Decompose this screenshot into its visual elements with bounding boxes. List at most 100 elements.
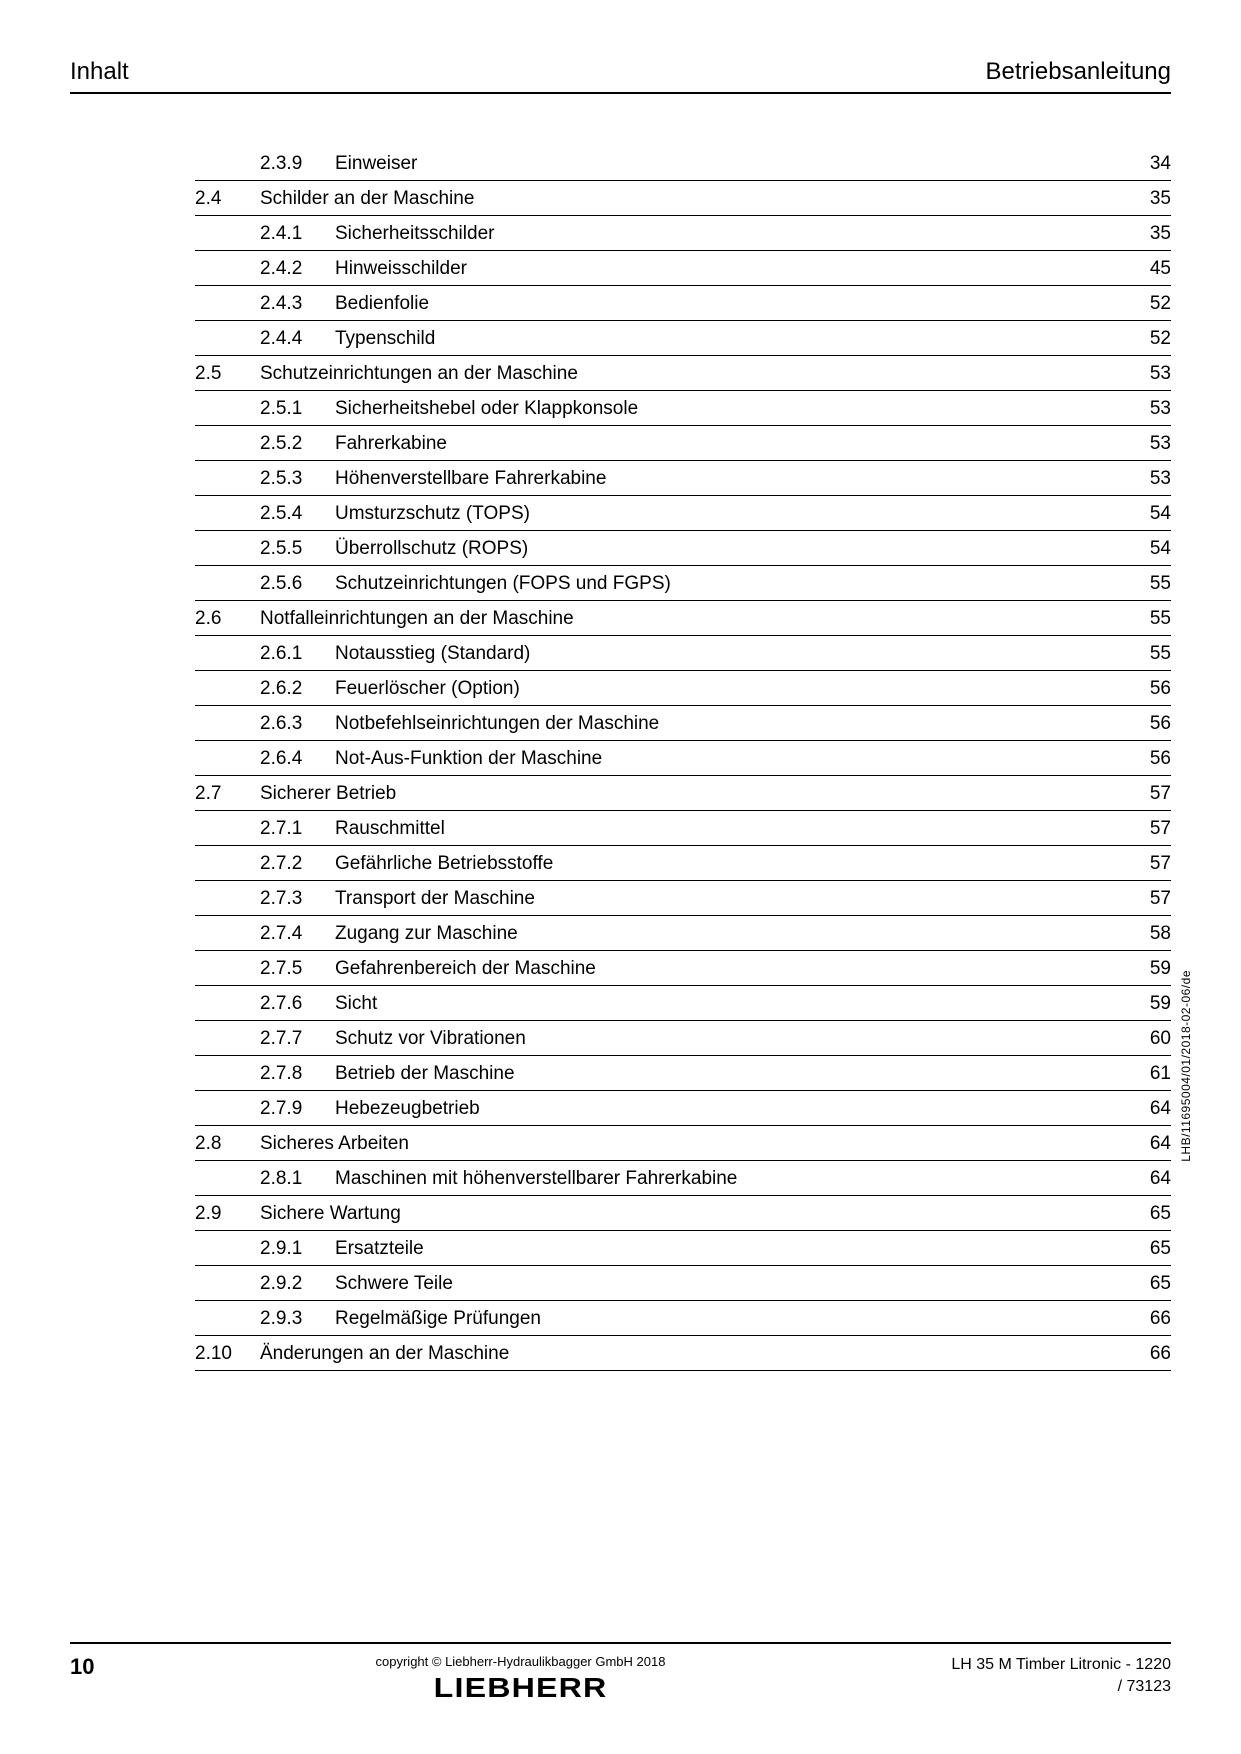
toc-subsection-number: 2.5.2: [260, 433, 335, 455]
toc-section-number: 2.5: [195, 363, 260, 385]
toc-page-number: 35: [1121, 188, 1171, 210]
toc-row: 2.5.5Überrollschutz (ROPS)54: [195, 531, 1171, 566]
model-line-2: / 73123: [891, 1676, 1171, 1698]
toc-page-number: 57: [1121, 888, 1171, 910]
toc-subsection-number: 2.5.4: [260, 503, 335, 525]
toc-title: Typenschild: [335, 328, 1121, 350]
toc-page-number: 52: [1121, 293, 1171, 315]
toc-page-number: 55: [1121, 573, 1171, 595]
toc-subsection-number: 2.7.8: [260, 1063, 335, 1085]
toc-title: Sicherheitsschilder: [335, 223, 1121, 245]
toc-subsection-number: 2.4.2: [260, 258, 335, 280]
toc-row: 2.6.4Not-Aus-Funktion der Maschine56: [195, 741, 1171, 776]
toc-row: 2.7.1Rauschmittel57: [195, 811, 1171, 846]
toc-subsection-number: 2.6.2: [260, 678, 335, 700]
toc-page-number: 53: [1121, 468, 1171, 490]
toc-title: Änderungen an der Maschine: [260, 1343, 1121, 1365]
brand-logo: LIEBHERR: [434, 1672, 608, 1704]
toc-subsection-number: 2.4.3: [260, 293, 335, 315]
toc-title: Sicherer Betrieb: [260, 783, 1121, 805]
toc-row: 2.5.4Umsturzschutz (TOPS)54: [195, 496, 1171, 531]
toc-row: 2.7.8Betrieb der Maschine61: [195, 1056, 1171, 1091]
toc-page-number: 52: [1121, 328, 1171, 350]
toc-page-number: 54: [1121, 503, 1171, 525]
toc-row: 2.7.5Gefahrenbereich der Maschine59: [195, 951, 1171, 986]
toc-row: 2.6Notfalleinrichtungen an der Maschine5…: [195, 601, 1171, 636]
toc-page-number: 66: [1121, 1308, 1171, 1330]
toc-row: 2.4.3Bedienfolie52: [195, 286, 1171, 321]
page-footer: 10 copyright © Liebherr-Hydraulikbagger …: [70, 1642, 1171, 1704]
toc-title: Feuerlöscher (Option): [335, 678, 1121, 700]
toc-subsection-number: 2.6.1: [260, 643, 335, 665]
toc-row: 2.4.1Sicherheitsschilder35: [195, 216, 1171, 251]
toc-subsection-number: 2.7.9: [260, 1098, 335, 1120]
toc-title: Sicht: [335, 993, 1121, 1015]
toc-row: 2.5Schutzeinrichtungen an der Maschine53: [195, 356, 1171, 391]
toc-section-number: 2.9: [195, 1203, 260, 1225]
toc-title: Hebezeugbetrieb: [335, 1098, 1121, 1120]
toc-page-number: 53: [1121, 433, 1171, 455]
model-line-1: LH 35 M Timber Litronic - 1220: [891, 1654, 1171, 1676]
toc-title: Einweiser: [335, 153, 1121, 175]
toc-subsection-number: 2.7.7: [260, 1028, 335, 1050]
toc-title: Schutz vor Vibrationen: [335, 1028, 1121, 1050]
toc-page-number: 54: [1121, 538, 1171, 560]
toc-subsection-number: 2.7.1: [260, 818, 335, 840]
toc-title: Betrieb der Maschine: [335, 1063, 1121, 1085]
page-number: 10: [70, 1654, 150, 1680]
toc-subsection-number: 2.9.1: [260, 1238, 335, 1260]
toc-row: 2.9Sichere Wartung65: [195, 1196, 1171, 1231]
toc-page-number: 65: [1121, 1203, 1171, 1225]
toc-page-number: 45: [1121, 258, 1171, 280]
toc-row: 2.5.1Sicherheitshebel oder Klappkonsole5…: [195, 391, 1171, 426]
toc-title: Sichere Wartung: [260, 1203, 1121, 1225]
toc-row: 2.6.3Notbefehlseinrichtungen der Maschin…: [195, 706, 1171, 741]
toc-page-number: 64: [1121, 1133, 1171, 1155]
header-right: Betriebsanleitung: [986, 58, 1171, 86]
toc-subsection-number: 2.5.5: [260, 538, 335, 560]
toc-row: 2.7.4Zugang zur Maschine58: [195, 916, 1171, 951]
toc-subsection-number: 2.4.1: [260, 223, 335, 245]
toc-row: 2.9.1Ersatzteile65: [195, 1231, 1171, 1266]
toc-title: Schilder an der Maschine: [260, 188, 1121, 210]
toc-page-number: 65: [1121, 1273, 1171, 1295]
toc-subsection-number: 2.8.1: [260, 1168, 335, 1190]
toc-row: 2.6.2Feuerlöscher (Option)56: [195, 671, 1171, 706]
toc-title: Notausstieg (Standard): [335, 643, 1121, 665]
vertical-doc-code: LHB/11695004/01/2018-02-06/de: [1179, 970, 1193, 1162]
toc-subsection-number: 2.7.6: [260, 993, 335, 1015]
toc-page-number: 65: [1121, 1238, 1171, 1260]
table-of-contents: 2.3.9Einweiser34 2.4Schilder an der Masch…: [70, 146, 1171, 1371]
toc-page-number: 61: [1121, 1063, 1171, 1085]
toc-row: 2.6.1Notausstieg (Standard)55: [195, 636, 1171, 671]
toc-section-number: 2.8: [195, 1133, 260, 1155]
toc-page-number: 53: [1121, 398, 1171, 420]
toc-page-number: 34: [1121, 153, 1171, 175]
toc-page-number: 53: [1121, 363, 1171, 385]
toc-page-number: 56: [1121, 713, 1171, 735]
toc-row: 2.10Änderungen an der Maschine66: [195, 1336, 1171, 1371]
toc-title: Not-Aus-Funktion der Maschine: [335, 748, 1121, 770]
toc-title: Umsturzschutz (TOPS): [335, 503, 1121, 525]
toc-page-number: 57: [1121, 853, 1171, 875]
toc-title: Notfalleinrichtungen an der Maschine: [260, 608, 1121, 630]
toc-subsection-number: 2.6.4: [260, 748, 335, 770]
toc-title: Schwere Teile: [335, 1273, 1121, 1295]
toc-row: 2.7.7Schutz vor Vibrationen60: [195, 1021, 1171, 1056]
toc-title: Sicherheitshebel oder Klappkonsole: [335, 398, 1121, 420]
toc-title: Schutzeinrichtungen (FOPS und FGPS): [335, 573, 1121, 595]
toc-row: 2.5.3Höhenverstellbare Fahrerkabine53: [195, 461, 1171, 496]
toc-row: 2.8Sicheres Arbeiten64: [195, 1126, 1171, 1161]
toc-title: Zugang zur Maschine: [335, 923, 1121, 945]
toc-row: 2.7.3Transport der Maschine57: [195, 881, 1171, 916]
toc-page-number: 64: [1121, 1168, 1171, 1190]
toc-subsection-number: 2.7.3: [260, 888, 335, 910]
toc-subsection-number: 2.3.9: [260, 153, 335, 175]
toc-page-number: 60: [1121, 1028, 1171, 1050]
toc-row: 2.4Schilder an der Maschine35: [195, 181, 1171, 216]
toc-title: Schutzeinrichtungen an der Maschine: [260, 363, 1121, 385]
toc-page-number: 66: [1121, 1343, 1171, 1365]
toc-title: Gefahrenbereich der Maschine: [335, 958, 1121, 980]
toc-row: 2.5.2Fahrerkabine53: [195, 426, 1171, 461]
toc-section-number: 2.6: [195, 608, 260, 630]
